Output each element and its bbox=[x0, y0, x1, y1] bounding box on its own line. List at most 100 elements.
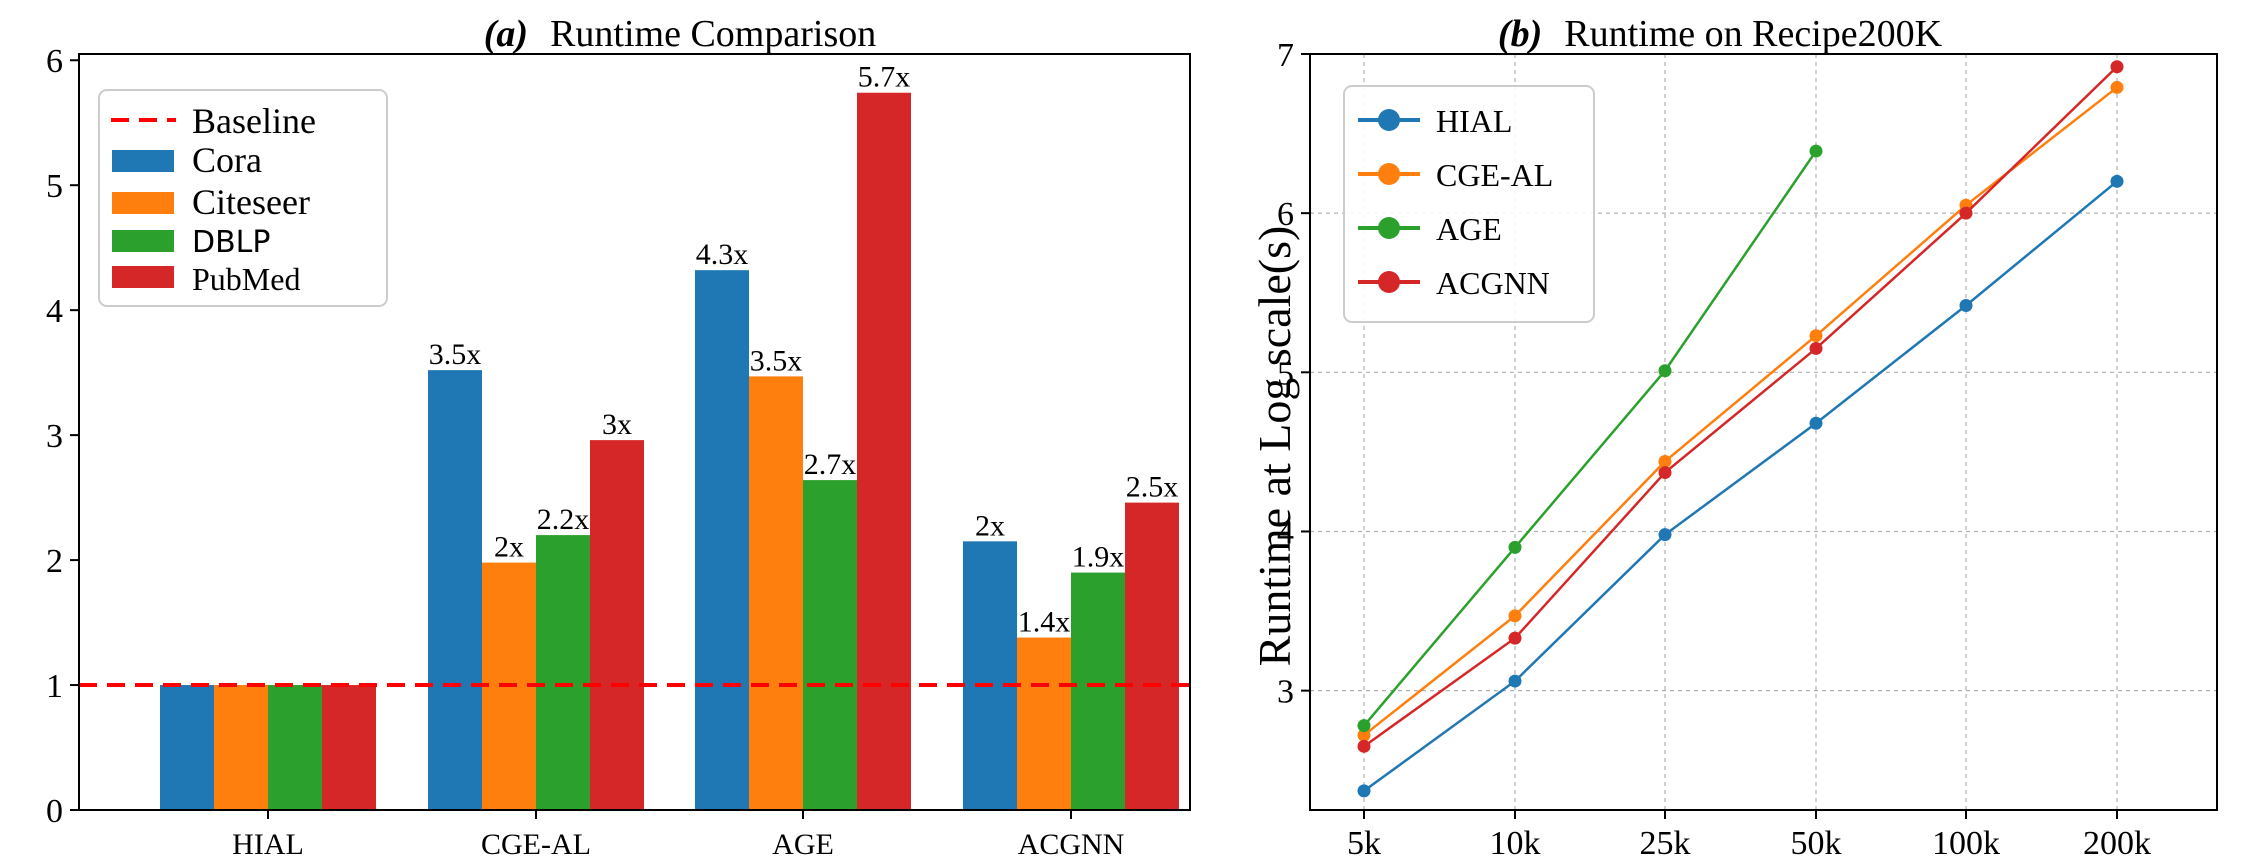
bar-label-pubmed-age: 5.7x bbox=[858, 61, 911, 94]
bar-citeseer-age bbox=[749, 376, 803, 810]
point-acgnn-25k bbox=[1658, 466, 1672, 480]
bar-citeseer-acgnn bbox=[1017, 637, 1071, 810]
panel-b-y-ticks: 3 4 5 6 7 bbox=[1277, 37, 1310, 711]
bar-pubmed-hial bbox=[322, 685, 376, 810]
point-age-5k bbox=[1357, 719, 1371, 733]
x-tick-label-50k: 50k bbox=[1791, 825, 1842, 862]
point-age-25k bbox=[1658, 364, 1672, 378]
legend-label-cge-al: CGE-AL bbox=[1436, 157, 1553, 193]
bar-label-dblp-age: 2.7x bbox=[804, 448, 857, 481]
y-tick-label: 5 bbox=[46, 168, 63, 205]
y-tick-label: 5 bbox=[1277, 355, 1294, 392]
panel-b-x-ticks: 5k 10k 25k 50k 100k 200k bbox=[1347, 810, 2151, 862]
y-tick-label: 2 bbox=[46, 543, 63, 580]
bar-cora-cge-al bbox=[428, 370, 482, 810]
panel-a-legend: Baseline Cora Citeseer DBLP PubMed bbox=[98, 89, 388, 307]
x-tick-label-100k: 100k bbox=[1932, 825, 2000, 862]
legend-swatch-acgnn bbox=[1358, 271, 1420, 293]
legend-swatch-cora bbox=[112, 150, 174, 172]
y-tick-label: 3 bbox=[46, 418, 63, 455]
bar-citeseer-hial bbox=[214, 685, 268, 810]
bar-dblp-cge-al bbox=[536, 535, 590, 810]
bar-pubmed-acgnn bbox=[1125, 502, 1179, 810]
x-tick-label-acgnn: ACGNN bbox=[1018, 828, 1125, 861]
panel-a-y-ticks: 0 1 2 3 4 5 6 bbox=[46, 43, 79, 830]
legend-label-dblp: DBLP bbox=[192, 225, 271, 260]
legend-swatch-dblp bbox=[112, 230, 174, 252]
y-tick-label: 0 bbox=[46, 793, 63, 830]
point-hial-100k bbox=[1959, 298, 1973, 312]
legend-marker bbox=[1378, 217, 1400, 239]
x-tick-label-age: AGE bbox=[772, 828, 834, 861]
bar-label-dblp-acgnn: 1.9x bbox=[1072, 541, 1125, 574]
point-hial-25k bbox=[1658, 528, 1672, 542]
bar-cora-acgnn bbox=[963, 541, 1017, 810]
point-acgnn-100k bbox=[1959, 206, 1973, 220]
x-tick-label-5k: 5k bbox=[1347, 825, 1381, 862]
series-line-acgnn bbox=[1363, 65, 2118, 748]
point-cge-al-10k bbox=[1508, 609, 1522, 623]
bar-dblp-acgnn bbox=[1071, 572, 1125, 810]
bar-label-cora-acgnn: 2x bbox=[975, 509, 1005, 542]
x-tick-label-cge-al: CGE-AL bbox=[481, 828, 591, 861]
legend-swatch-pubmed bbox=[112, 266, 174, 288]
point-acgnn-5k bbox=[1357, 739, 1371, 753]
y-tick-label: 6 bbox=[1277, 196, 1294, 233]
bar-cora-hial bbox=[160, 685, 214, 810]
bar-label-pubmed-cge-al: 3x bbox=[602, 408, 632, 441]
legend-label-age: AGE bbox=[1436, 211, 1502, 247]
bar-cora-age bbox=[695, 270, 749, 811]
panel-a-bars bbox=[160, 92, 1179, 811]
point-acgnn-200k bbox=[2110, 60, 2124, 74]
bar-pubmed-cge-al bbox=[590, 440, 644, 810]
legend-label-acgnn: ACGNN bbox=[1436, 265, 1550, 301]
panel-a-x-ticks: HIAL CGE-AL AGE ACGNN bbox=[232, 810, 1124, 861]
y-tick-label: 4 bbox=[46, 293, 63, 330]
panel-b-legend: HIAL CGE-AL AGE ACGNN bbox=[1343, 85, 1595, 323]
panel-b-series bbox=[1357, 60, 2124, 798]
bar-label-citeseer-age: 3.5x bbox=[750, 344, 803, 377]
point-acgnn-10k bbox=[1508, 631, 1522, 645]
panel-a-bar-labels: 3.5x 2x 2.2x 3x 4.3x 3.5x 2.7x 5.7x 2x 1.4x1.9x 2.… bbox=[429, 61, 1179, 639]
point-hial-50k bbox=[1809, 416, 1823, 430]
legend-label-hial: HIAL bbox=[1436, 103, 1512, 139]
legend-swatch-age bbox=[1358, 217, 1420, 239]
bar-label-citeseer-acgnn: 1.4x bbox=[1018, 606, 1071, 639]
legend-marker bbox=[1378, 271, 1400, 293]
point-hial-200k bbox=[2110, 174, 2124, 188]
bar-dblp-hial bbox=[268, 685, 322, 810]
series-line-cge-al bbox=[1363, 86, 2118, 737]
legend-box bbox=[1343, 85, 1595, 323]
point-cge-al-5k bbox=[1357, 728, 1371, 742]
legend-marker bbox=[1378, 163, 1400, 185]
panel-b-line-chart: (b) Runtime on Recipe200K Runtime at Log … bbox=[1249, 13, 2218, 862]
legend-marker bbox=[1378, 109, 1400, 131]
legend-swatch-hial bbox=[1358, 109, 1420, 131]
panel-b-frame bbox=[1309, 53, 2218, 811]
bar-label-cora-cge-al: 3.5x bbox=[429, 338, 482, 371]
x-tick-label-10k: 10k bbox=[1490, 825, 1541, 862]
panel-b-title: (b) Runtime on Recipe200K bbox=[1498, 13, 1943, 55]
point-cge-al-50k bbox=[1809, 329, 1823, 343]
panel-a-frame bbox=[78, 53, 1191, 811]
point-hial-10k bbox=[1508, 674, 1522, 688]
legend-label-pubmed: PubMed bbox=[192, 261, 300, 297]
series-line-hial bbox=[1363, 180, 2118, 792]
point-age-50k bbox=[1809, 144, 1823, 158]
x-tick-label-hial: HIAL bbox=[232, 828, 304, 861]
bar-label-citeseer-cge-al: 2x bbox=[494, 531, 524, 564]
point-cge-al-25k bbox=[1658, 454, 1672, 468]
bar-label-dblp-cge-al: 2.2x bbox=[537, 503, 590, 536]
panel-a-title: (a) Runtime Comparison bbox=[484, 13, 876, 55]
y-tick-label: 4 bbox=[1277, 514, 1294, 551]
bar-pubmed-age bbox=[857, 92, 911, 811]
series-line-age bbox=[1363, 150, 1818, 727]
point-age-10k bbox=[1508, 540, 1522, 554]
panel-b-y-axis-label: Runtime at Log scale(s) bbox=[1249, 226, 1300, 667]
legend-label-cora: Cora bbox=[192, 140, 262, 180]
point-cge-al-200k bbox=[2110, 80, 2124, 94]
bar-dblp-age bbox=[803, 480, 857, 810]
y-tick-label: 6 bbox=[46, 43, 63, 80]
point-hial-5k bbox=[1357, 784, 1371, 798]
